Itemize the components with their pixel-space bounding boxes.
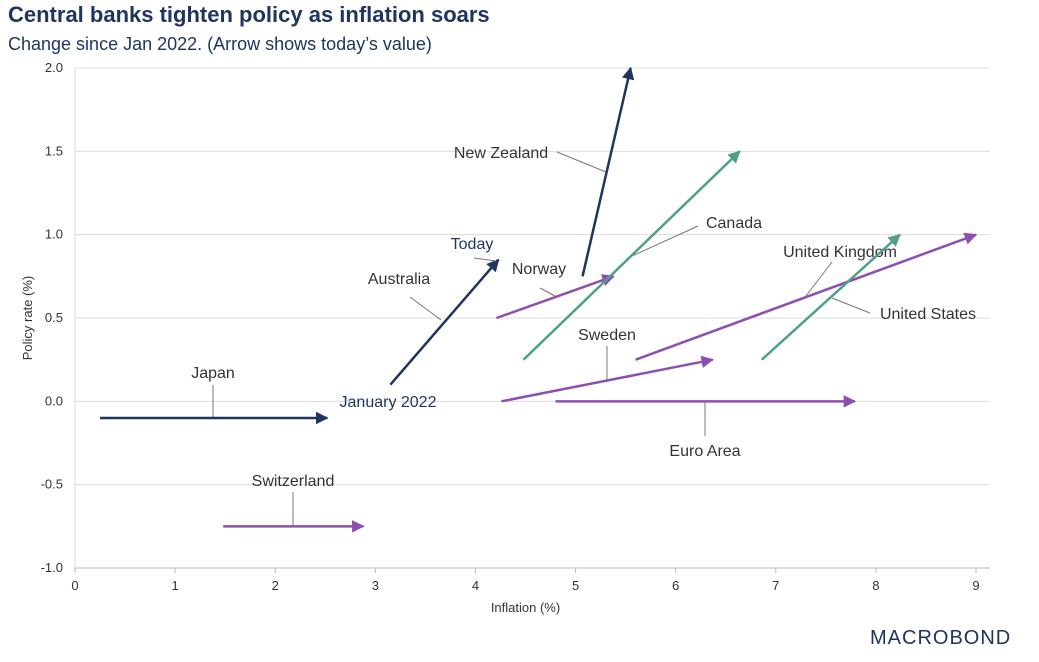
- leader-line-today: [473, 257, 497, 262]
- y-tick-label: 2.0: [45, 60, 63, 75]
- leader-line-australia: [409, 296, 442, 321]
- arrow-united-states: [760, 233, 901, 361]
- label-australia: Australia: [368, 271, 430, 288]
- x-tick-label: 2: [272, 578, 279, 593]
- x-tick-label: 1: [171, 578, 178, 593]
- x-tick-label: 7: [772, 578, 779, 593]
- leader-line-new-zealand: [556, 151, 607, 173]
- chart-title: Central banks tighten policy as inflatio…: [8, 2, 490, 27]
- leader-line-united-kingdom: [805, 261, 833, 297]
- leader-line-norway: [539, 287, 556, 297]
- label-united-states: United States: [880, 306, 976, 323]
- label-canada: Canada: [706, 215, 762, 232]
- label-sweden: Sweden: [578, 327, 636, 344]
- x-tick-label: 3: [372, 578, 379, 593]
- label-united-kingdom: United Kingdom: [783, 244, 897, 261]
- arrow-sweden: [501, 355, 714, 403]
- x-tick-label: 6: [672, 578, 679, 593]
- arrow-united-kingdom: [635, 232, 978, 361]
- arrow-australia: [389, 258, 500, 386]
- x-tick-label: 0: [71, 578, 78, 593]
- y-tick-label: -0.5: [41, 477, 63, 492]
- label-euro-area: Euro Area: [669, 443, 740, 460]
- leader-line-canada: [631, 225, 699, 257]
- y-axis-label: Policy rate (%): [20, 276, 35, 361]
- leader-line-united-states: [831, 297, 871, 314]
- label-norway: Norway: [512, 261, 566, 278]
- arrow-new-zealand: [581, 66, 635, 277]
- x-tick-label: 9: [972, 578, 979, 593]
- macrobond-logo: MACROBOND: [870, 627, 1012, 649]
- y-tick-label: -1.0: [41, 560, 63, 575]
- x-tick-label: 4: [472, 578, 479, 593]
- x-tick-label: 8: [872, 578, 879, 593]
- arrow-canada: [522, 150, 741, 361]
- x-tick-label: 5: [572, 578, 579, 593]
- label-switzerland: Switzerland: [252, 473, 335, 490]
- annotation-january-2022: January 2022: [340, 394, 437, 411]
- chart-subtitle: Change since Jan 2022. (Arrow shows toda…: [8, 34, 432, 54]
- x-axis-label: Inflation (%): [491, 600, 560, 615]
- y-tick-label: 0.5: [45, 310, 63, 325]
- y-tick-label: 1.5: [45, 143, 63, 158]
- annotation-today: Today: [451, 236, 494, 253]
- arrow-norway: [496, 274, 615, 320]
- y-tick-label: 0.0: [45, 393, 63, 408]
- label-japan: Japan: [191, 365, 235, 382]
- label-new-zealand: New Zealand: [454, 145, 548, 162]
- y-tick-label: 1.0: [45, 227, 63, 242]
